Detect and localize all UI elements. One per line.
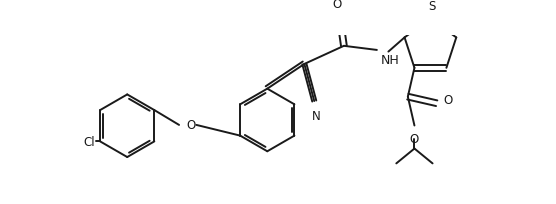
Text: NH: NH [381,54,400,67]
Text: N: N [311,110,320,123]
Text: O: O [410,132,419,145]
Text: O: O [186,119,195,132]
Text: S: S [428,0,436,13]
Text: Cl: Cl [83,135,95,148]
Text: O: O [443,93,453,106]
Text: O: O [332,0,342,11]
